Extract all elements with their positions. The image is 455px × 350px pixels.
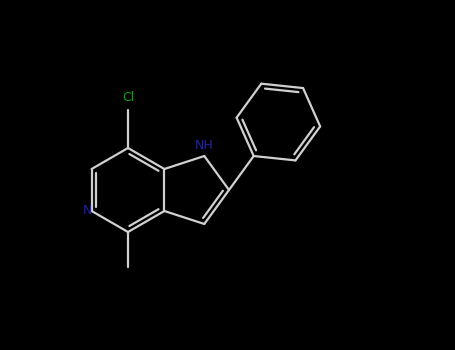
Text: Cl: Cl [122, 91, 134, 104]
Text: NH: NH [195, 139, 214, 152]
Text: N: N [83, 204, 92, 217]
